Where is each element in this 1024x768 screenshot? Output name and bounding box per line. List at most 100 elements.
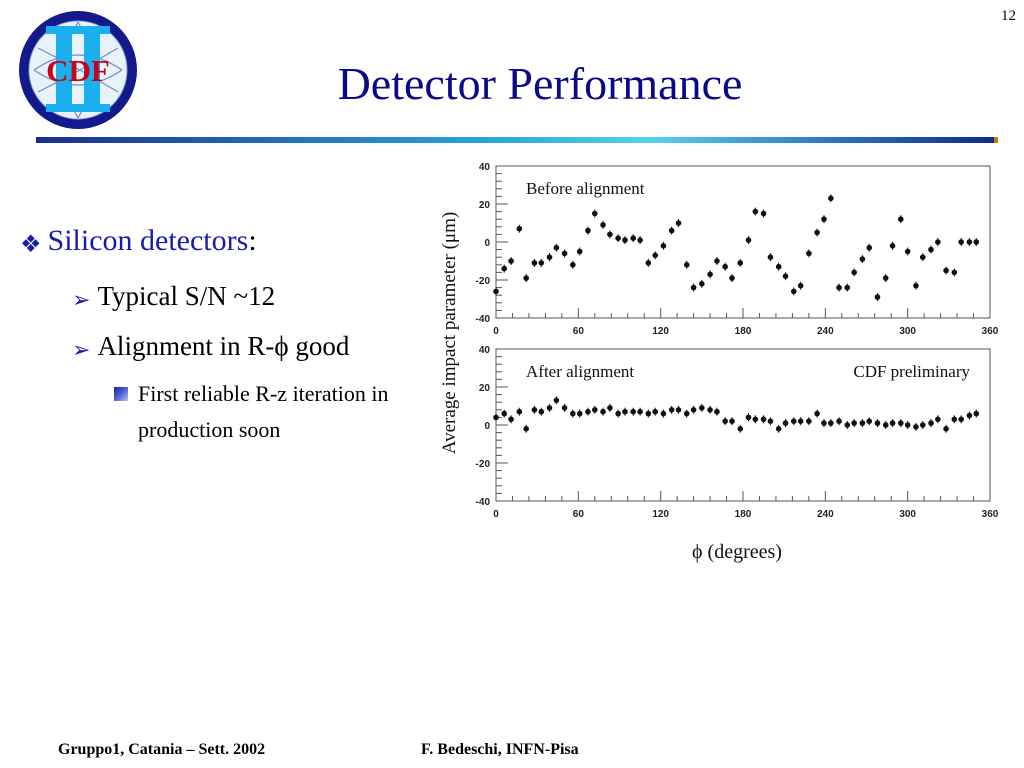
bullet-rz-iteration: First reliable R-z iteration in producti… (114, 376, 398, 448)
data-point (806, 250, 812, 257)
data-point (576, 248, 583, 255)
data-point (866, 418, 873, 425)
data-point (889, 420, 896, 426)
data-point (859, 420, 866, 426)
cdf-logo: CDF (19, 11, 137, 129)
data-point (707, 271, 713, 278)
data-point (882, 275, 889, 281)
data-point (973, 410, 980, 417)
panel-label: Before alignment (526, 179, 645, 198)
y-tick-label: -20 (476, 276, 491, 287)
bullet-silicon-detectors: ❖ Silicon detectors: (20, 224, 257, 259)
data-point (668, 227, 675, 234)
data-point (928, 420, 934, 426)
data-point (722, 263, 728, 270)
data-point (622, 237, 628, 243)
data-point (516, 225, 523, 232)
data-point (943, 426, 949, 432)
y-tick-label: -40 (476, 497, 491, 508)
bullet-text: Typical S/N ~12 (97, 281, 276, 311)
data-point (760, 210, 767, 217)
slide-number: 12 (1001, 8, 1016, 24)
x-tick-label: 300 (899, 509, 916, 520)
data-point (951, 269, 958, 276)
y-tick-label: -40 (476, 314, 491, 325)
y-tick-label: 20 (479, 383, 491, 394)
data-point (943, 267, 949, 274)
data-point (600, 408, 606, 415)
x-axis-label: ϕ (degrees) (692, 541, 782, 563)
data-point (752, 208, 759, 215)
data-point (660, 410, 667, 417)
data-point (797, 418, 804, 425)
data-point (683, 262, 690, 268)
data-point (866, 244, 873, 251)
data-point (622, 408, 628, 415)
data-point (570, 262, 576, 268)
data-point (928, 246, 934, 253)
x-tick-label: 240 (817, 509, 834, 520)
data-point (958, 416, 964, 423)
data-point (898, 216, 904, 222)
square-bullet-icon (114, 387, 128, 401)
footer-right: F. Bedeschi, INFN-Pisa (421, 741, 579, 758)
data-point (958, 239, 964, 245)
data-point (828, 420, 834, 426)
data-point (714, 258, 720, 264)
data-point (531, 260, 538, 266)
chart-annotation: CDF preliminary (853, 362, 970, 381)
data-point (760, 416, 767, 423)
data-point (844, 422, 851, 428)
data-point (814, 410, 820, 417)
data-point (690, 284, 697, 291)
data-point (951, 416, 958, 423)
data-point (851, 269, 857, 276)
data-point (722, 418, 728, 425)
data-point (600, 222, 606, 228)
data-point (683, 410, 690, 417)
data-point (904, 248, 911, 255)
data-point (775, 263, 782, 270)
data-point (538, 260, 545, 266)
data-point (707, 407, 713, 413)
y-tick-label: 0 (484, 238, 490, 249)
chart-panel-2: -40 -20 0 20 40 0 60 120 180 240 300 360 After align… (476, 345, 999, 520)
data-point (775, 426, 782, 432)
data-point (797, 282, 804, 289)
data-point (767, 254, 774, 260)
data-point (585, 408, 591, 415)
data-point (874, 420, 881, 426)
bullet-alignment: ➢ Alignment in R-ϕ good (72, 331, 349, 363)
y-axis-label: Average impact parameter (μm) (439, 212, 460, 454)
data-point (821, 420, 827, 426)
data-point (919, 254, 926, 260)
panel-label: After alignment (526, 362, 634, 381)
footer-left: Gruppo1, Catania – Sett. 2002 (58, 741, 266, 758)
data-point (630, 408, 637, 415)
data-point (576, 410, 583, 417)
data-point (523, 275, 529, 281)
x-tick-label: 360 (982, 509, 999, 520)
data-point (714, 408, 720, 415)
data-point (729, 418, 735, 425)
data-point (821, 216, 827, 222)
x-tick-label: 60 (573, 509, 585, 520)
data-point (919, 422, 926, 428)
y-tick-label: 20 (479, 200, 491, 211)
data-point (585, 227, 591, 234)
arrow-bullet-icon: ➢ (72, 287, 91, 312)
bullet-colon: : (248, 224, 257, 257)
data-point (637, 408, 643, 415)
x-tick-label: 120 (652, 326, 669, 337)
logo-text: CDF (46, 53, 110, 88)
data-point (645, 260, 652, 266)
data-point (935, 416, 941, 423)
title-divider (36, 137, 998, 143)
x-tick-label: 180 (735, 326, 752, 337)
data-point (752, 416, 759, 423)
data-point (570, 410, 576, 417)
data-point (767, 418, 774, 425)
title-divider-end (994, 137, 998, 143)
data-point (607, 231, 613, 238)
